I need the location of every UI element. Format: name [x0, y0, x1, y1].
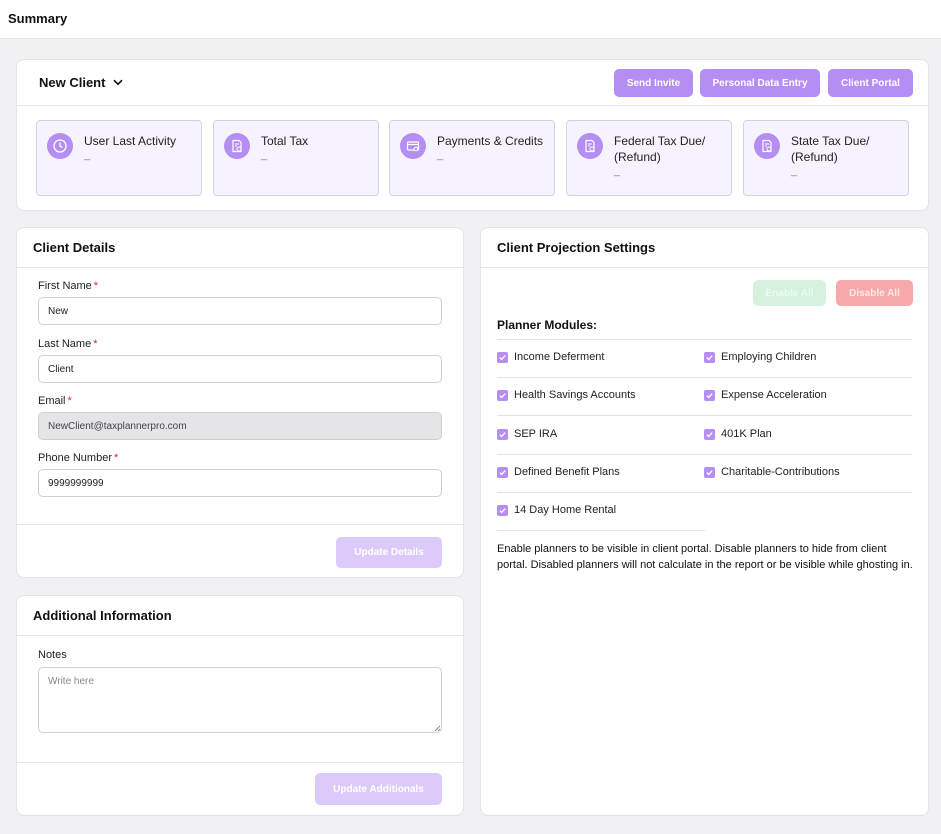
module-charitable-contributions[interactable]: Charitable-Contributions: [704, 466, 840, 478]
phone-number-label: Phone Number *: [38, 452, 119, 464]
module-label: 14 Day Home Rental: [514, 504, 617, 516]
last-name-label: Last Name *: [38, 338, 98, 350]
first-name-input[interactable]: [38, 297, 442, 325]
update-additionals-button[interactable]: Update Additionals: [315, 773, 442, 805]
required-mark: *: [114, 452, 119, 464]
stat-label: State Tax Due/ (Refund): [791, 134, 870, 164]
stat-state-tax-due: State Tax Due/ (Refund) _: [743, 120, 909, 196]
stat-label: Payments & Credits: [437, 134, 544, 148]
tax-document-icon: [754, 133, 780, 159]
planner-visibility-note: Enable planners to be visible in client …: [497, 543, 913, 571]
stat-value: _: [261, 149, 268, 161]
required-mark: *: [67, 395, 72, 407]
card-header: Client Projection Settings: [481, 228, 928, 268]
checkbox-checked-icon[interactable]: [704, 428, 715, 440]
client-selector[interactable]: New Client: [39, 75, 124, 90]
client-details-card: Client Details First Name* Last Name* Em…: [16, 227, 464, 578]
module-label: Charitable-Contributions: [721, 466, 840, 478]
card-header: Additional Information: [17, 596, 463, 636]
card-header: Client Details: [17, 228, 463, 268]
module-employing-children[interactable]: Employing Children: [704, 351, 816, 363]
card-title: Additional Information: [33, 608, 172, 623]
client-portal-button[interactable]: Client Portal: [828, 69, 913, 97]
stat-label: Total Tax: [261, 134, 309, 148]
planner-modules-title: Planner Modules:: [497, 318, 598, 332]
resize-handle-icon[interactable]: [433, 724, 441, 732]
footer-divider: [17, 524, 463, 525]
divider: [497, 492, 912, 493]
module-14-day-home-rental[interactable]: 14 Day Home Rental: [497, 504, 616, 516]
module-label: Defined Benefit Plans: [514, 466, 620, 478]
stat-total-tax: Total Tax _: [213, 120, 379, 196]
module-expense-acceleration[interactable]: Expense Acceleration: [704, 389, 827, 401]
divider: [497, 415, 912, 416]
email-label: Email *: [38, 395, 72, 407]
stat-label: User Last Activity: [84, 134, 177, 148]
tax-document-icon: [224, 133, 250, 159]
module-401k-plan[interactable]: 401K Plan: [704, 428, 772, 440]
enable-all-button[interactable]: Enable All: [753, 280, 826, 306]
send-invite-button[interactable]: Send Invite: [614, 69, 693, 97]
checkbox-checked-icon[interactable]: [704, 466, 715, 478]
module-label: 401K Plan: [721, 428, 772, 440]
additional-info-card: Additional Information Notes Update Addi…: [16, 595, 464, 816]
tax-document-icon: [577, 133, 603, 159]
footer-divider: [17, 762, 463, 763]
payment-card-icon: [400, 133, 426, 159]
checkbox-checked-icon[interactable]: [497, 428, 508, 440]
notes-label: Notes: [38, 649, 67, 661]
module-sep-ira[interactable]: SEP IRA: [497, 428, 557, 440]
projection-settings-card: Client Projection Settings Enable All Di…: [480, 227, 929, 816]
stat-value: _: [614, 165, 621, 177]
module-income-deferment[interactable]: Income Deferment: [497, 351, 604, 363]
personal-data-entry-button[interactable]: Personal Data Entry: [700, 69, 820, 97]
checkbox-checked-icon[interactable]: [704, 389, 715, 401]
module-label: SEP IRA: [514, 428, 558, 440]
stat-payments-credits: Payments & Credits _: [389, 120, 555, 196]
divider: [497, 530, 705, 531]
divider: [497, 377, 912, 378]
checkbox-checked-icon[interactable]: [497, 351, 508, 363]
required-mark: *: [93, 280, 99, 292]
page-title: Summary: [8, 11, 68, 26]
top-bar: Summary: [0, 0, 941, 39]
module-health-savings-accounts[interactable]: Health Savings Accounts: [497, 389, 636, 401]
stat-label: Federal Tax Due/ (Refund): [614, 134, 706, 164]
module-defined-benefit-plans[interactable]: Defined Benefit Plans: [497, 466, 620, 478]
chevron-down-icon: [113, 79, 124, 86]
client-header-card: New Client Send Invite Personal Data Ent…: [16, 59, 929, 211]
required-mark: *: [93, 338, 98, 350]
divider: [497, 339, 912, 340]
module-label: Income Deferment: [514, 351, 605, 363]
checkbox-checked-icon[interactable]: [497, 466, 508, 478]
disable-all-button[interactable]: Disable All: [836, 280, 913, 306]
module-label: Health Savings Accounts: [514, 389, 636, 401]
last-name-input[interactable]: [38, 355, 442, 383]
checkbox-checked-icon[interactable]: [704, 351, 715, 363]
clock-icon: [47, 133, 73, 159]
stat-value: _: [791, 165, 798, 177]
card-title: Client Details: [33, 240, 116, 255]
stat-value: _: [84, 149, 91, 161]
phone-number-input[interactable]: [38, 469, 442, 497]
update-details-button[interactable]: Update Details: [336, 537, 442, 568]
stat-federal-tax-due: Federal Tax Due/ (Refund) _: [566, 120, 732, 196]
stat-value: _: [437, 149, 444, 161]
notes-textarea[interactable]: [38, 667, 442, 733]
module-label: Employing Children: [721, 351, 817, 363]
stat-user-last-activity: User Last Activity _: [36, 120, 202, 196]
checkbox-checked-icon[interactable]: [497, 389, 508, 401]
client-name: New Client: [39, 75, 106, 90]
first-name-label: First Name *: [38, 280, 99, 292]
module-label: Expense Acceleration: [721, 389, 827, 401]
card-title: Client Projection Settings: [497, 240, 656, 255]
checkbox-checked-icon[interactable]: [497, 504, 508, 516]
header-divider: [17, 105, 928, 106]
divider: [497, 454, 912, 455]
email-input: [38, 412, 442, 440]
